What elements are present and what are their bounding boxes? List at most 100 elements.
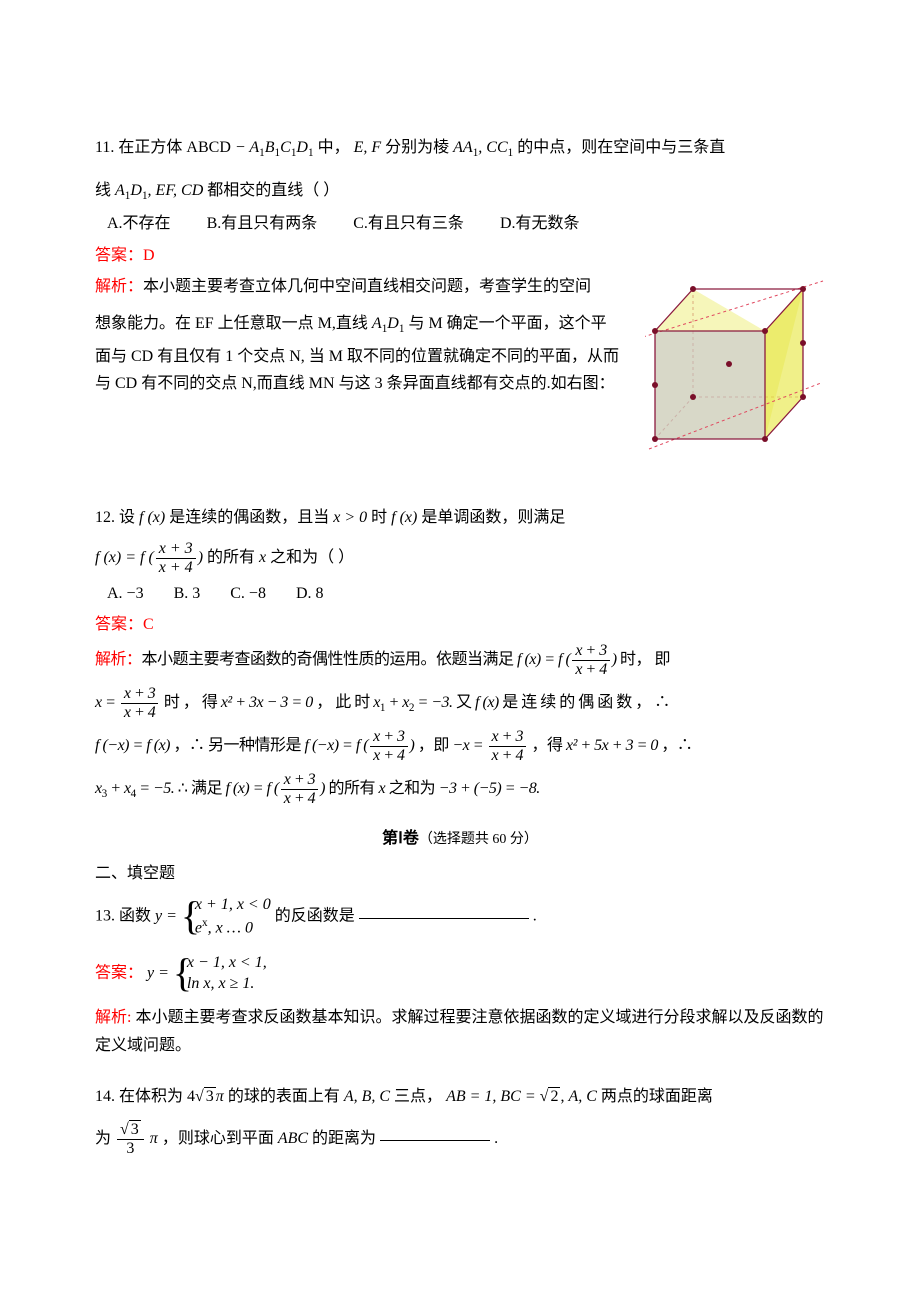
q12-ana-eq10r: ): [320, 780, 328, 797]
q14-text-e: 两点的球面距离: [601, 1088, 713, 1105]
q12-m1: f (x): [139, 509, 169, 526]
q11-math3: AA1, CC1: [453, 139, 513, 156]
q13-ans-piece2: ln x, x ≥ 1.: [187, 974, 267, 995]
q12-ana-eq9: x3 + x4 = −5.: [95, 780, 178, 797]
q12-answer: 答案：C: [95, 611, 825, 638]
q11-ana-c: 与 M 确定一个平面，这个平: [408, 315, 606, 332]
section-title-a: 第Ⅰ卷: [382, 830, 419, 847]
q12-ana-a: 本小题主要考查函数的奇偶性性质的运用。依题当满足: [142, 651, 514, 668]
section-title-b: （选择题共 60 分）: [419, 832, 538, 847]
q12-ana-j: ，∴: [661, 737, 692, 754]
answer-label: 答案：: [95, 964, 143, 981]
q12-text-f: 之和为（ ）: [270, 549, 354, 566]
q12-frac2: x + 3x + 4: [572, 643, 609, 678]
q12-ana-m5: f (x): [475, 694, 499, 711]
q11-text-e: 线: [95, 182, 115, 199]
q14-text-g: ，则球心到平面: [162, 1130, 274, 1147]
q12-ana-eq6r: ): [410, 737, 415, 754]
q12-ana-h: ，即: [418, 737, 449, 754]
q11-answer: 答案：D: [95, 242, 825, 269]
q12-m4: x: [259, 549, 270, 566]
q11-ana-b: 想象能力。在 EF 上任意取一点 M,直线: [95, 315, 368, 332]
q13-ans-m1: y =: [147, 964, 173, 981]
fill-heading: 二、填空题: [95, 860, 825, 887]
q11-option-b: B.有且只有两条: [207, 210, 318, 237]
q14-frac-den: 3: [117, 1140, 144, 1157]
q12-ana-l: 的所有: [329, 780, 376, 797]
q12-ana-d: ， 此 时: [316, 694, 373, 711]
q14-frac: √3 3: [117, 1122, 144, 1157]
q13-stem: 13. 函数 y = x + 1, x < 0 ex, x … 0 的反函数是 …: [95, 895, 825, 939]
q11-text-c: 分别为棱: [385, 139, 453, 156]
q12-options: A. −3 B. 3 C. −8 D. 8: [95, 580, 825, 607]
q12-text-b: 是连续的偶函数，且当: [169, 509, 329, 526]
section-title: 第Ⅰ卷（选择题共 60 分）: [95, 825, 825, 852]
q12-frac3: x + 3x + 4: [121, 686, 158, 721]
q12-option-b: B. 3: [174, 580, 201, 607]
q12-frac6: x + 3x + 4: [281, 772, 318, 807]
q11-option-a: A.不存在: [107, 210, 171, 237]
q11-stem-line1: 11. 在正方体 ABCD − A1B1C1D1 中， E, F 分别为棱 AA…: [95, 134, 825, 163]
q14-AC: A, C: [568, 1088, 596, 1105]
q11-ana-a: 本小题主要考查立体几何中空间直线相交问题，考查学生的空间: [143, 278, 591, 295]
q12-ana-eq7l: −x =: [452, 737, 486, 754]
q12-ana-g: ，∴ 另一种情形是: [174, 737, 305, 754]
q12-m3: f (x): [391, 509, 421, 526]
answer-label: 答案：: [95, 247, 143, 264]
q12-ana-i: ，得: [531, 737, 562, 754]
q14-eq1: AB = 1, BC = √2: [446, 1088, 560, 1105]
q11-math1: ABCD − A1B1C1D1: [186, 139, 313, 156]
q14-ABC: A, B, C: [344, 1088, 394, 1105]
q12-frac5: x + 3x + 4: [489, 729, 526, 764]
q14-text-b: 的球的表面上有: [228, 1088, 340, 1105]
q14-text-i: .: [494, 1130, 498, 1147]
q11-options: A.不存在 B.有且只有两条 C.有且只有三条 D.有无数条: [95, 210, 825, 237]
q12-text-a: 12. 设: [95, 509, 135, 526]
q11-option-c: C.有且只有三条: [353, 210, 464, 237]
q11-answer-value: D: [143, 247, 155, 264]
q13-brace: x + 1, x < 0 ex, x … 0: [181, 895, 271, 939]
blank-line: [380, 1140, 490, 1141]
q13-analysis: 解析: 本小题主要考查求反函数基本知识。求解过程要注意依据函数的定义域进行分段求…: [95, 1004, 825, 1058]
q12-ana-eq1l: f (x) = f (: [517, 651, 570, 668]
q13-text-c: .: [533, 908, 537, 925]
q13-piece2: ex, x … 0: [195, 916, 271, 939]
q12-stem-line1: 12. 设 f (x) 是连续的偶函数，且当 x > 0 时 f (x) 是单调…: [95, 504, 825, 531]
analysis-label: 解析:: [95, 1009, 131, 1026]
q11-text-b: 中，: [318, 139, 350, 156]
q12-ana-f: 是 连 续 的 偶 函 数 ， ∴: [502, 694, 670, 711]
q11-figure: [645, 279, 825, 478]
q12-text-e: 的所有: [207, 549, 255, 566]
q11-ana-d: 面与 CD 有且仅有 1 个交点 N, 当 M 取不同的位置就确定不同的平面，从…: [95, 348, 619, 392]
q14-frac-num: √3: [117, 1122, 144, 1140]
q12-stem-line2: f (x) = f (x + 3x + 4) 的所有 x 之和为（ ）: [95, 541, 825, 576]
blank-line: [359, 918, 529, 919]
q13-text-b: 的反函数是: [275, 908, 355, 925]
answer-label: 答案：: [95, 616, 143, 633]
q13-ans-piece1: x − 1, x < 1,: [187, 953, 267, 974]
q12-ana-m6: x: [379, 780, 389, 797]
q12-ana-2: x = x + 3x + 4 时 ， 得 x² + 3x − 3 = 0 ， 此…: [95, 686, 825, 721]
q12-ana-1: 解析：本小题主要考查函数的奇偶性性质的运用。依题当满足 f (x) = f (x…: [95, 643, 825, 678]
q12-ana-eq5: f (−x) = f (x): [95, 737, 170, 754]
q11-option-d: D.有无数条: [500, 210, 580, 237]
q11-ana-m1: A1D1: [372, 315, 409, 332]
q13-m1: y =: [155, 908, 181, 925]
analysis-label: 解析：: [95, 651, 142, 668]
cube-svg: [645, 279, 825, 469]
analysis-label: 解析：: [95, 278, 143, 295]
q12-ana-eq4: x1 + x2 = −3.: [373, 694, 452, 711]
q14-pi2: π: [150, 1130, 162, 1147]
q12-eq-rhs: ): [198, 549, 207, 566]
q13-analysis-text: 本小题主要考查求反函数基本知识。求解过程要注意依据函数的定义域进行分段求解以及反…: [95, 1009, 823, 1053]
q13-piece1: x + 1, x < 0: [195, 895, 271, 916]
q14-text-c: 三点，: [394, 1088, 442, 1105]
q12-frac: x + 3x + 4: [156, 541, 196, 576]
q11-text-d: 的中点，则在空间中与三条直: [517, 139, 725, 156]
q12-ana-eq8: x² + 5x + 3 = 0: [566, 737, 658, 754]
q12-option-d: D. 8: [296, 580, 324, 607]
q12-answer-value: C: [143, 616, 154, 633]
q12-ana-eq3: x² + 3x − 3 = 0: [221, 694, 313, 711]
q12-option-c: C. −8: [230, 580, 266, 607]
q12-ana-eq6l: f (−x) = f (: [305, 737, 369, 754]
